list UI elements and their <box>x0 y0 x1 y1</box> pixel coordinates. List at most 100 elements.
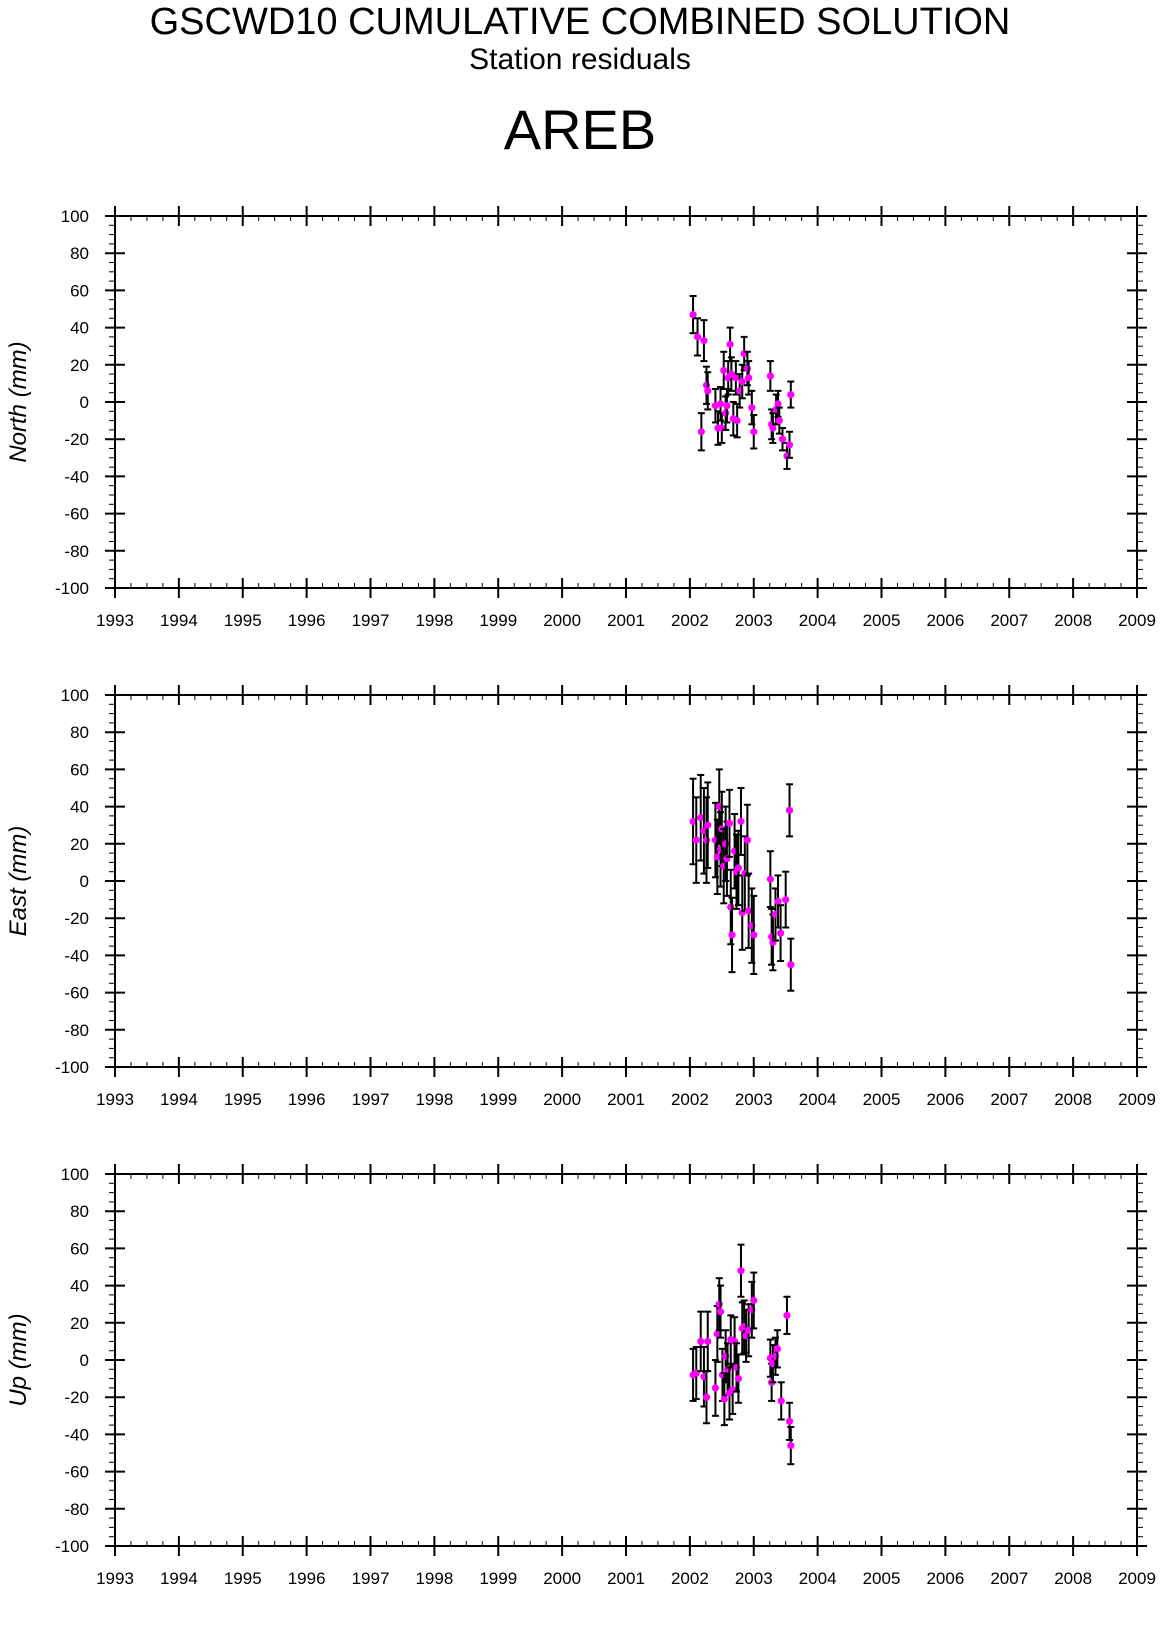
y-tick-label: 100 <box>61 207 89 226</box>
chart-title: GSCWD10 CUMULATIVE COMBINED SOLUTION <box>149 1 1011 43</box>
data-point <box>769 412 777 444</box>
data-point <box>729 401 737 437</box>
data-marker <box>766 372 774 380</box>
data-point <box>732 360 740 396</box>
x-tick-label: 1993 <box>96 1090 134 1109</box>
y-tick-label: 100 <box>61 1165 89 1184</box>
data-marker <box>775 417 783 425</box>
data-point <box>787 937 795 992</box>
data-marker <box>787 1441 795 1450</box>
data-point <box>732 833 741 910</box>
y-tick-label: 20 <box>70 356 89 375</box>
data-point <box>766 360 774 392</box>
data-marker <box>734 1375 743 1383</box>
x-tick-label: 1994 <box>160 1569 198 1588</box>
data-marker <box>704 387 712 395</box>
y-tick-label: -100 <box>55 1537 89 1556</box>
data-marker <box>745 907 753 915</box>
data-point <box>693 317 702 357</box>
y-tick-label: 20 <box>70 1314 89 1333</box>
data-point <box>774 389 782 418</box>
data-marker <box>737 817 745 826</box>
x-tick-label: 2002 <box>671 1569 709 1588</box>
y-tick-label: -60 <box>64 505 89 524</box>
y-tick-label: -20 <box>64 430 89 449</box>
x-tick-label: 2000 <box>543 1569 581 1588</box>
north-residuals-plot: 1993 1994 1995 1996 1997 1998 1999 2000 2001 2002… <box>5 206 1156 630</box>
data-marker <box>720 1395 728 1403</box>
up-axis-label: Up (mm) <box>5 1313 32 1406</box>
data-marker <box>745 374 753 382</box>
data-point <box>697 412 705 452</box>
data-marker <box>777 1397 785 1405</box>
data-marker <box>713 1330 721 1338</box>
y-tick-label: 40 <box>70 798 89 817</box>
data-point <box>785 430 794 459</box>
data-marker <box>689 817 697 826</box>
y-tick-label: 60 <box>70 760 89 779</box>
data-point <box>718 412 726 444</box>
data-marker <box>715 1300 723 1308</box>
data-marker <box>782 896 790 904</box>
data-marker <box>743 836 751 844</box>
y-tick-label: 40 <box>70 1277 89 1296</box>
y-tick-label: -40 <box>64 467 89 486</box>
data-marker <box>750 428 758 436</box>
x-tick-label: 2001 <box>607 1090 645 1109</box>
x-tick-label: 2004 <box>799 1090 837 1109</box>
data-marker <box>725 819 734 827</box>
data-point <box>726 326 734 363</box>
x-tick-label: 1996 <box>288 1569 326 1588</box>
x-tick-label: 2000 <box>543 1090 581 1109</box>
data-point <box>711 1359 720 1417</box>
data-marker <box>726 340 734 348</box>
data-point <box>689 777 697 866</box>
north-axis-label: North (mm) <box>5 341 32 462</box>
x-tick-label: 2007 <box>990 1569 1028 1588</box>
data-marker <box>728 931 736 939</box>
y-tick-label: -60 <box>64 1463 89 1482</box>
data-marker <box>716 400 725 408</box>
data-point <box>704 781 712 869</box>
data-marker <box>766 875 774 883</box>
data-marker <box>750 1296 758 1305</box>
y-tick-label: 80 <box>70 723 89 742</box>
y-tick-label: -80 <box>64 1500 89 1519</box>
x-tick-label: 1999 <box>479 1090 517 1109</box>
x-tick-label: 2006 <box>926 1090 964 1109</box>
data-point <box>716 1284 725 1339</box>
x-tick-label: 1997 <box>352 611 390 630</box>
data-marker <box>738 377 746 386</box>
data-point <box>782 870 790 929</box>
y-tick-label: 20 <box>70 835 89 854</box>
x-tick-label: 2006 <box>926 1569 964 1588</box>
y-tick-label: -40 <box>64 1425 89 1444</box>
data-point <box>750 1271 758 1330</box>
data-marker <box>783 1311 791 1319</box>
data-point <box>785 783 794 838</box>
data-marker <box>785 1417 794 1425</box>
x-tick-label: 1994 <box>160 611 198 630</box>
data-marker <box>750 931 758 939</box>
data-point <box>778 427 787 452</box>
y-tick-label: 80 <box>70 1202 89 1221</box>
x-tick-label: 1995 <box>224 1090 262 1109</box>
data-marker <box>774 400 782 408</box>
x-tick-label: 1997 <box>352 1090 390 1109</box>
y-tick-label: 60 <box>70 1239 89 1258</box>
up-residuals-plot: 1993 1994 1995 1996 1997 1998 1999 2000 2001 2002… <box>5 1164 1156 1588</box>
east-axis-label: East (mm) <box>5 826 32 937</box>
y-tick-label: -80 <box>64 1021 89 1040</box>
chart-subtitle: Station residuals <box>469 43 691 76</box>
data-marker <box>722 409 730 417</box>
data-marker <box>692 836 700 844</box>
data-marker <box>734 864 743 872</box>
data-point <box>743 803 751 877</box>
x-tick-label: 1998 <box>415 1090 453 1109</box>
data-point <box>704 371 712 411</box>
plot-frame <box>114 1173 1138 1547</box>
x-tick-label: 2004 <box>799 611 837 630</box>
y-tick-label: -80 <box>64 542 89 561</box>
data-point <box>720 350 728 390</box>
x-tick-label: 1993 <box>96 1569 134 1588</box>
